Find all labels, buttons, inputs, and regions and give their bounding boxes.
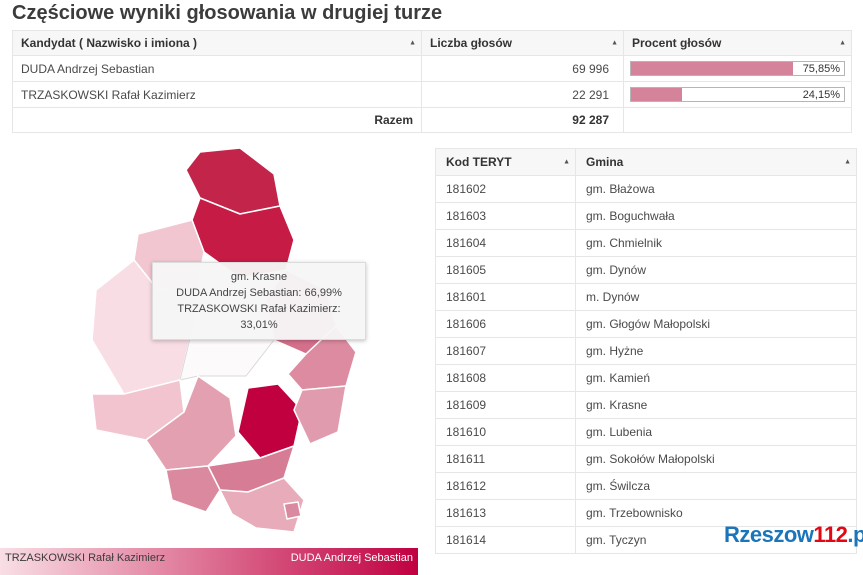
header-liczba-glosow[interactable]: Liczba głosów ▲ (421, 30, 624, 56)
teryt-row[interactable]: 181609 gm. Krasne (435, 391, 857, 419)
percent-cell: 75,85% (623, 55, 852, 82)
teryt-code: 181612 (435, 472, 576, 500)
page-title: Częściowe wyniki głosowania w drugiej tu… (12, 2, 443, 24)
teryt-code: 181611 (435, 445, 576, 473)
legend-label-duda: DUDA Andrzej Sebastian (290, 552, 413, 564)
sort-icon[interactable]: ▲ (409, 39, 416, 47)
teryt-table: Kod TERYT ▲ Gmina ▲ 181602 gm. Błażowa 181… (435, 148, 857, 554)
legend-label-trzaskowski: TRZASKOWSKI Rafał Kazimierz (5, 552, 166, 564)
gmina-name: gm. Krasne (575, 391, 857, 419)
percent-label: 24,15% (802, 89, 840, 101)
percent-label: 75,85% (802, 63, 840, 75)
header-kandydat-label: Kandydat ( Nazwisko i imiona ) (21, 36, 198, 50)
gmina-name: gm. Chmielnik (575, 229, 857, 257)
header-liczba-label: Liczba głosów (430, 36, 513, 50)
tooltip-duda-line: DUDA Andrzej Sebastian: 66,99% (176, 287, 342, 299)
choropleth-map (91, 148, 357, 533)
map-legend: TRZASKOWSKI Rafał Kazimierz DUDA Andrzej… (0, 548, 418, 568)
teryt-row[interactable]: 181611 gm. Sokołów Małopolski (435, 445, 857, 473)
gmina-name: gm. Kamień (575, 364, 857, 392)
gmina-name: gm. Hyżne (575, 337, 857, 365)
gmina-name: gm. Tyczyn (575, 526, 857, 554)
logo-rzeszow112[interactable]: Rzeszow112.pl (724, 522, 863, 548)
header-kod-label: Kod TERYT (446, 155, 512, 169)
gmina-name: gm. Lubenia (575, 418, 857, 446)
teryt-code: 181607 (435, 337, 576, 365)
votes-count: 22 291 (421, 81, 624, 108)
header-gmina-label: Gmina (586, 155, 624, 169)
sort-icon[interactable]: ▲ (844, 158, 851, 166)
sort-icon[interactable]: ▲ (563, 158, 570, 166)
teryt-code: 181609 (435, 391, 576, 419)
teryt-row[interactable]: 181610 gm. Lubenia (435, 418, 857, 446)
teryt-code: 181606 (435, 310, 576, 338)
results-total-row: Razem 92 287 (12, 107, 852, 133)
sort-icon[interactable]: ▲ (839, 39, 846, 47)
header-procent-glosow[interactable]: Procent głosów ▲ (623, 30, 852, 56)
total-percent-empty (623, 107, 852, 133)
percent-bar-fill (631, 88, 683, 101)
teryt-row[interactable]: 181605 gm. Dynów (435, 256, 857, 284)
percent-bar-track: 75,85% (630, 61, 845, 76)
gmina-name: gm. Dynów (575, 256, 857, 284)
map-region-lubenia[interactable] (165, 465, 221, 513)
gmina-name: gm. Świlcza (575, 472, 857, 500)
votes-count: 69 996 (421, 55, 624, 82)
teryt-code: 181602 (435, 175, 576, 203)
teryt-row[interactable]: 181612 gm. Świlcza (435, 472, 857, 500)
teryt-row[interactable]: 181606 gm. Głogów Małopolski (435, 310, 857, 338)
teryt-code: 181610 (435, 418, 576, 446)
results-table: Kandydat ( Nazwisko i imiona ) ▲ Liczba … (12, 30, 852, 133)
sort-icon[interactable]: ▲ (611, 39, 618, 47)
candidate-name: DUDA Andrzej Sebastian (12, 55, 422, 82)
teryt-code: 181605 (435, 256, 576, 284)
map-region-m-dynow[interactable] (283, 501, 302, 520)
gmina-name: gm. Błażowa (575, 175, 857, 203)
percent-bar-fill (631, 62, 793, 75)
logo-text-rzeszow: Rzeszow (724, 522, 814, 547)
teryt-row[interactable]: 181608 gm. Kamień (435, 364, 857, 392)
tooltip-title: gm. Krasne (230, 271, 288, 283)
gmina-name: m. Dynów (575, 283, 857, 311)
teryt-code: 181601 (435, 283, 576, 311)
map-tooltip: gm. Krasne DUDA Andrzej Sebastian: 66,99… (152, 262, 366, 340)
candidate-name: TRZASKOWSKI Rafał Kazimierz (12, 81, 422, 108)
percent-cell: 24,15% (623, 81, 852, 108)
teryt-row[interactable]: 181602 gm. Błażowa (435, 175, 857, 203)
teryt-code: 181604 (435, 229, 576, 257)
gmina-name: gm. Boguchwała (575, 202, 857, 230)
logo-text-112: 112 (813, 522, 848, 547)
teryt-code: 181608 (435, 364, 576, 392)
header-procent-label: Procent głosów (632, 36, 722, 50)
teryt-code: 181603 (435, 202, 576, 230)
gmina-name: gm. Głogów Małopolski (575, 310, 857, 338)
header-gmina[interactable]: Gmina ▲ (575, 148, 857, 176)
teryt-row[interactable]: 181601 m. Dynów (435, 283, 857, 311)
teryt-row[interactable]: 181604 gm. Chmielnik (435, 229, 857, 257)
teryt-row[interactable]: 181607 gm. Hyżne (435, 337, 857, 365)
teryt-code: 181614 (435, 526, 576, 554)
map-region-hyzne[interactable] (293, 385, 347, 445)
legend-gradient-strip (0, 568, 418, 575)
teryt-row[interactable]: 181614 gm. Tyczyn (435, 526, 857, 554)
header-kod-teryt[interactable]: Kod TERYT ▲ (435, 148, 576, 176)
teryt-row[interactable]: 181603 gm. Boguchwała (435, 202, 857, 230)
teryt-code: 181613 (435, 499, 576, 527)
total-votes: 92 287 (421, 107, 624, 133)
tooltip-trzaskowski-line: TRZASKOWSKI Rafał Kazimierz: 33,01% (177, 303, 341, 331)
logo-text-pl: .pl (847, 522, 863, 547)
header-kandydat[interactable]: Kandydat ( Nazwisko i imiona ) ▲ (12, 30, 422, 56)
total-label: Razem (12, 107, 422, 133)
percent-bar-track: 24,15% (630, 87, 845, 102)
teryt-header-row: Kod TERYT ▲ Gmina ▲ (435, 148, 857, 176)
results-header-row: Kandydat ( Nazwisko i imiona ) ▲ Liczba … (12, 30, 852, 56)
gmina-name: gm. Sokołów Małopolski (575, 445, 857, 473)
results-row: DUDA Andrzej Sebastian 69 996 75,85% (12, 55, 852, 82)
results-row: TRZASKOWSKI Rafał Kazimierz 22 291 24,15% (12, 81, 852, 108)
